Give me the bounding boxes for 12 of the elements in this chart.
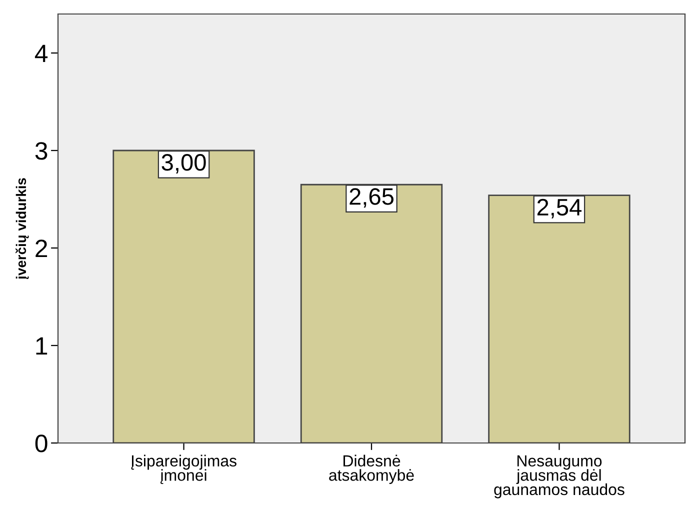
x-tick-label: Nesaugumo jausmas dėl gaunamos naudos [494, 455, 624, 498]
y-tick-label: 4 [34, 44, 48, 62]
y-tick-label: 1 [36, 337, 48, 355]
y-tick-label: 3 [35, 142, 48, 160]
data-label: 2,54 [537, 198, 582, 218]
y-axis-title: įverčių vidurkis [16, 178, 29, 279]
x-tick-label: Įsipareigojimas įmonei [131, 454, 236, 484]
data-label: 2,65 [350, 188, 394, 208]
data-label: 3,00 [162, 154, 206, 174]
y-tick-label: 0 [35, 434, 48, 452]
y-tick-label: 2 [36, 240, 48, 258]
x-tick-label: Didesnė atsakomybė [329, 454, 414, 484]
